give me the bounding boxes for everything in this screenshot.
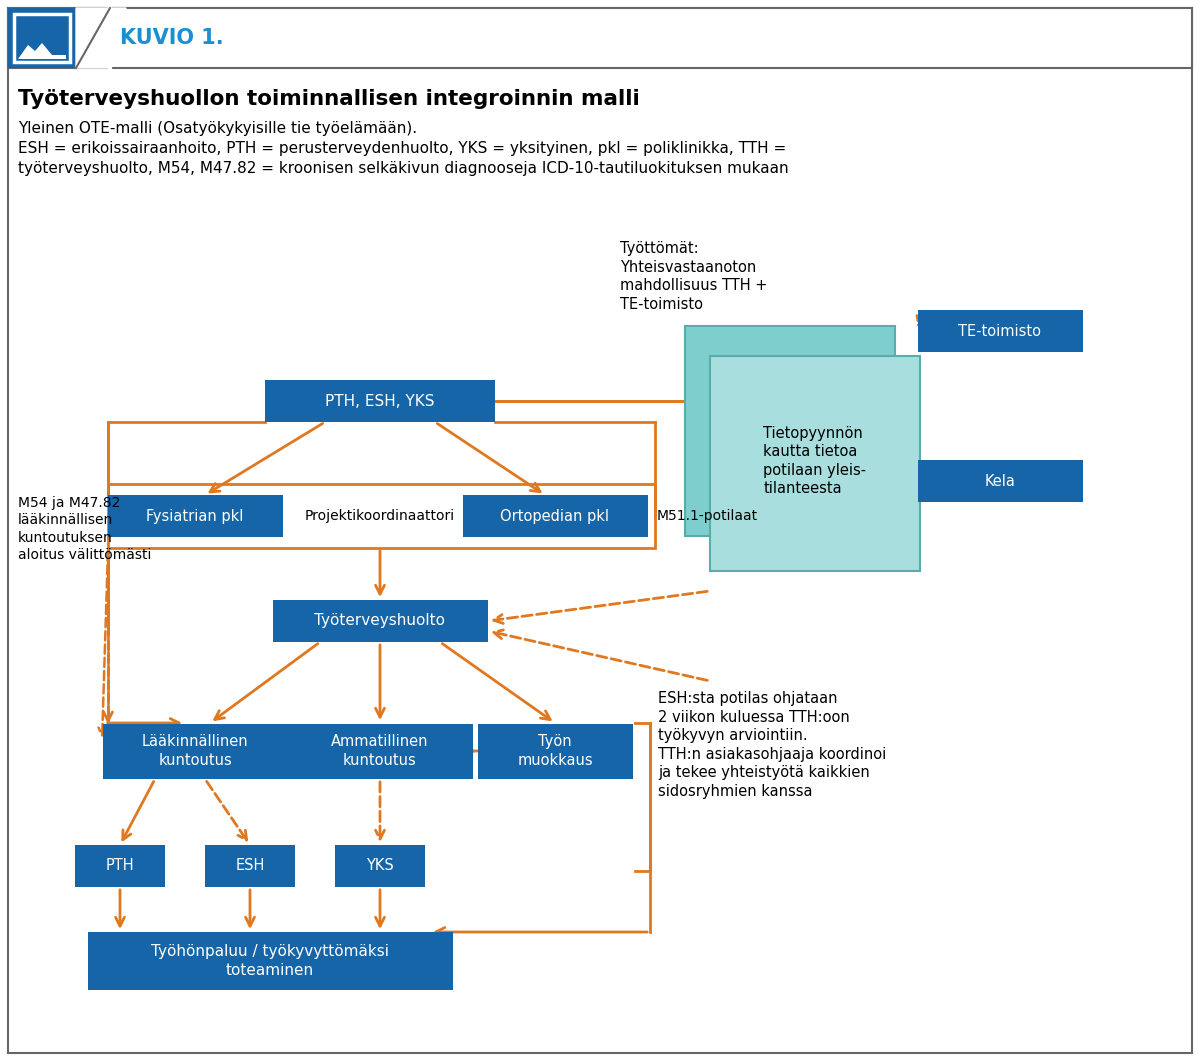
- Text: ESH:sta potilas ohjataan
2 viikon kuluessa TTH:oon
työkyvyn arviointiin.
TTH:n a: ESH:sta potilas ohjataan 2 viikon kulues…: [658, 691, 887, 799]
- Text: Projektikoordinaattori: Projektikoordinaattori: [305, 509, 455, 523]
- Bar: [205, 845, 295, 887]
- Text: PTH: PTH: [106, 858, 134, 873]
- Text: Työterveyshuollon toiminnallisen integroinnin malli: Työterveyshuollon toiminnallisen integro…: [18, 89, 640, 109]
- Text: Kela: Kela: [984, 473, 1015, 488]
- Bar: [710, 356, 920, 571]
- Bar: [335, 845, 425, 887]
- Text: työterveyshuolto, M54, M47.82 = kroonisen selkäkivun diagnooseja ICD-10-tautiluo: työterveyshuolto, M54, M47.82 = kroonise…: [18, 161, 788, 176]
- Bar: [918, 460, 1082, 502]
- Text: Fysiatrian pkl: Fysiatrian pkl: [146, 508, 244, 523]
- Text: Ortopedian pkl: Ortopedian pkl: [500, 508, 610, 523]
- Bar: [8, 8, 76, 68]
- Bar: [462, 495, 648, 537]
- Bar: [288, 724, 473, 779]
- Bar: [74, 845, 166, 887]
- Text: Tietopyynnön
kautta tietoa
potilaan yleis-
tilanteesta: Tietopyynnön kautta tietoa potilaan ylei…: [763, 425, 866, 497]
- Text: Työterveyshuolto: Työterveyshuolto: [314, 613, 445, 628]
- Text: Yleinen OTE-malli (Osatyökykyisille tie työelämään).: Yleinen OTE-malli (Osatyökykyisille tie …: [18, 121, 418, 136]
- Bar: [265, 380, 496, 422]
- Bar: [8, 8, 1192, 68]
- Bar: [88, 932, 452, 990]
- Bar: [272, 601, 487, 642]
- Text: YKS: YKS: [366, 858, 394, 873]
- Bar: [14, 14, 70, 62]
- Polygon shape: [18, 44, 66, 59]
- Text: Työttömät:
Yhteisvastaanoton
mahdollisuus TTH +
TE-toimisto: Työttömät: Yhteisvastaanoton mahdollisuu…: [620, 241, 767, 312]
- Bar: [108, 484, 655, 547]
- Bar: [685, 326, 895, 536]
- Text: M54 ja M47.82
lääkinnällisen
kuntoutuksen
aloitus välittömästi: M54 ja M47.82 lääkinnällisen kuntoutukse…: [18, 495, 151, 562]
- Bar: [102, 724, 288, 779]
- Text: M51.1-potilaat: M51.1-potilaat: [658, 509, 758, 523]
- Bar: [108, 495, 282, 537]
- Text: KUVIO 1.: KUVIO 1.: [120, 28, 223, 48]
- Text: Ammatillinen
kuntoutus: Ammatillinen kuntoutus: [331, 734, 428, 768]
- Text: TE-toimisto: TE-toimisto: [959, 324, 1042, 338]
- Text: ESH = erikoissairaanhoito, PTH = perusterveydenhuolto, YKS = yksityinen, pkl = p: ESH = erikoissairaanhoito, PTH = peruste…: [18, 141, 786, 156]
- Polygon shape: [76, 8, 126, 68]
- Text: Lääkinnällinen
kuntoutus: Lääkinnällinen kuntoutus: [142, 734, 248, 768]
- Text: PTH, ESH, YKS: PTH, ESH, YKS: [325, 394, 434, 408]
- Bar: [478, 724, 632, 779]
- Bar: [918, 310, 1082, 352]
- Text: Työn
muokkaus: Työn muokkaus: [517, 734, 593, 768]
- Text: Työhönpaluu / työkyvyttömäksi
toteaminen: Työhönpaluu / työkyvyttömäksi toteaminen: [151, 944, 389, 978]
- Text: ESH: ESH: [235, 858, 265, 873]
